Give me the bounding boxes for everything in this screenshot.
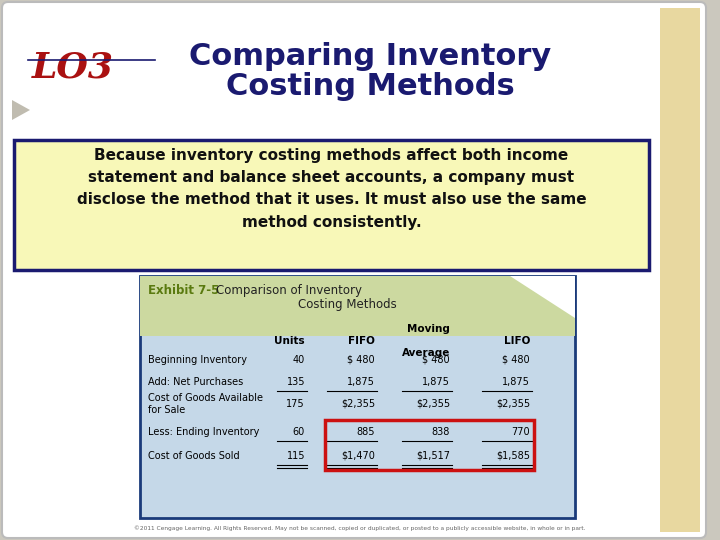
Bar — [660, 8, 700, 532]
Text: Cost of Goods Sold: Cost of Goods Sold — [148, 451, 240, 461]
Text: 838: 838 — [431, 427, 450, 437]
Text: 1,875: 1,875 — [502, 377, 530, 387]
Text: Because inventory costing methods affect both income
statement and balance sheet: Because inventory costing methods affect… — [77, 148, 586, 230]
Text: Less: Ending Inventory: Less: Ending Inventory — [148, 427, 259, 437]
Text: Comparison of Inventory: Comparison of Inventory — [216, 284, 362, 297]
FancyBboxPatch shape — [2, 2, 706, 538]
Bar — [325, 420, 534, 470]
Bar — [140, 276, 575, 336]
Text: 770: 770 — [511, 427, 530, 437]
Text: Beginning Inventory: Beginning Inventory — [148, 355, 247, 365]
Polygon shape — [12, 100, 30, 120]
Polygon shape — [510, 276, 575, 318]
Text: Units: Units — [274, 336, 305, 346]
Text: Average: Average — [402, 348, 450, 358]
Bar — [140, 276, 575, 518]
Text: $1,517: $1,517 — [416, 451, 450, 461]
Text: 885: 885 — [356, 427, 375, 437]
Text: LIFO: LIFO — [503, 336, 530, 346]
Text: $ 480: $ 480 — [347, 355, 375, 365]
Text: $1,470: $1,470 — [341, 451, 375, 461]
Text: Cost of Goods Available
for Sale: Cost of Goods Available for Sale — [148, 393, 263, 415]
Text: Costing Methods: Costing Methods — [298, 298, 397, 311]
Text: 135: 135 — [287, 377, 305, 387]
Text: 115: 115 — [287, 451, 305, 461]
Text: ©2011 Cengage Learning. All Rights Reserved. May not be scanned, copied or dupli: ©2011 Cengage Learning. All Rights Reser… — [134, 525, 586, 531]
Text: 1,875: 1,875 — [347, 377, 375, 387]
Text: $1,585: $1,585 — [496, 451, 530, 461]
Text: Add: Net Purchases: Add: Net Purchases — [148, 377, 243, 387]
Text: LO3: LO3 — [32, 50, 114, 84]
Text: $2,355: $2,355 — [496, 399, 530, 409]
Text: $ 480: $ 480 — [423, 355, 450, 365]
Text: Exhibit 7-5: Exhibit 7-5 — [148, 284, 220, 297]
Text: 40: 40 — [293, 355, 305, 365]
Text: Comparing Inventory: Comparing Inventory — [189, 42, 551, 71]
Text: 175: 175 — [287, 399, 305, 409]
Text: $2,355: $2,355 — [416, 399, 450, 409]
Text: Costing Methods: Costing Methods — [225, 72, 514, 101]
Text: FIFO: FIFO — [348, 336, 375, 346]
FancyBboxPatch shape — [14, 140, 649, 270]
Text: 1,875: 1,875 — [422, 377, 450, 387]
Text: Moving: Moving — [407, 324, 450, 334]
Text: 60: 60 — [293, 427, 305, 437]
Text: $ 480: $ 480 — [503, 355, 530, 365]
Text: $2,355: $2,355 — [341, 399, 375, 409]
